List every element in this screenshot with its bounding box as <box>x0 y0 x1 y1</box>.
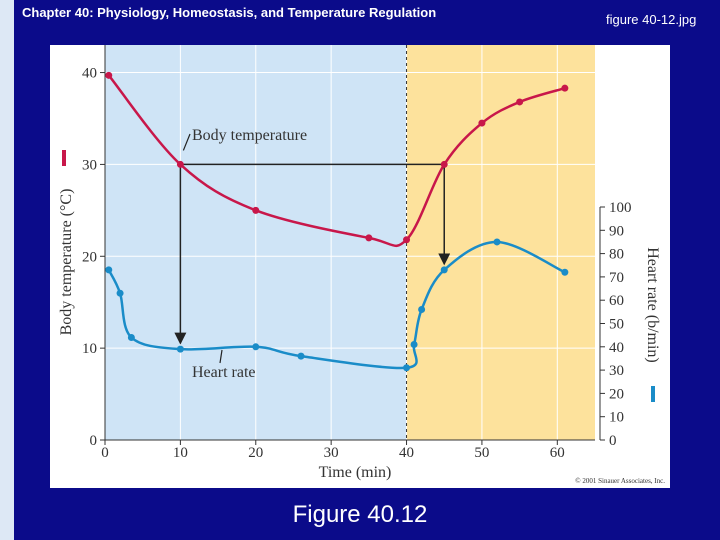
legend-key <box>651 386 655 402</box>
data-point <box>252 206 260 214</box>
y2-tick-label: 20 <box>609 386 624 402</box>
legend-key <box>62 150 66 166</box>
y2-tick-label: 40 <box>609 340 624 356</box>
x-tick-label: 0 <box>101 445 109 461</box>
data-point <box>297 352 305 360</box>
x-tick-label: 60 <box>550 445 565 461</box>
x-tick-label: 40 <box>399 445 414 461</box>
data-point <box>105 71 113 79</box>
data-point <box>418 306 426 314</box>
slide-title: Chapter 40: Physiology, Homeostasis, and… <box>22 5 436 20</box>
data-point <box>440 160 448 168</box>
y2-tick-label: 80 <box>609 247 624 263</box>
data-point <box>365 234 373 242</box>
y-tick-label: 20 <box>82 249 97 265</box>
x-tick-label: 20 <box>248 445 263 461</box>
data-point <box>403 236 411 244</box>
x-axis-label: Time (min) <box>319 464 392 481</box>
y2-tick-label: 60 <box>609 293 624 309</box>
data-point <box>176 160 184 168</box>
data-point <box>105 266 113 274</box>
y2-tick-label: 0 <box>609 433 617 449</box>
y-tick-label: 40 <box>82 66 97 82</box>
x-tick-label: 10 <box>173 445 188 461</box>
data-point <box>561 84 569 92</box>
y2-tick-label: 100 <box>609 200 632 216</box>
y2-tick-label: 70 <box>609 270 624 286</box>
y-tick-label: 30 <box>82 157 97 173</box>
y-tick-label: 0 <box>90 433 98 449</box>
data-point <box>478 119 486 127</box>
data-point <box>116 289 124 297</box>
y-axis-label: Body temperature (°C) <box>58 189 75 336</box>
y2-tick-label: 10 <box>609 410 624 426</box>
y2-axis-label: Heart rate (b/min) <box>644 247 661 363</box>
y2-tick-label: 30 <box>609 363 624 379</box>
annotation: Heart rate <box>192 364 256 381</box>
plot: 0 10 20 30 40 50 60 0 10 20 30 40 0 10 20 30 40 50 60 70 80 9… <box>58 45 661 481</box>
data-point <box>176 345 184 353</box>
y-tick-label: 10 <box>82 341 97 357</box>
x-tick-label: 50 <box>474 445 489 461</box>
annotation-pointer <box>182 133 191 151</box>
data-point <box>403 364 411 372</box>
data-point <box>127 333 135 341</box>
credit: © 2001 Sinauer Associates, Inc. <box>575 477 665 485</box>
file-name: figure 40-12.jpg <box>606 12 696 27</box>
y2-tick-label: 50 <box>609 317 624 333</box>
annotation-pointer <box>219 349 223 364</box>
data-point <box>440 266 448 274</box>
data-point <box>252 343 260 351</box>
data-point <box>493 238 501 246</box>
data-point <box>410 340 418 348</box>
x-tick-label: 30 <box>324 445 339 461</box>
data-point <box>561 268 569 276</box>
side-strip <box>0 0 14 540</box>
series-line <box>107 74 566 248</box>
y2-tick-label: 90 <box>609 223 624 239</box>
annotation: Body temperature <box>192 127 307 144</box>
caption: Figure 40.12 <box>293 501 428 528</box>
data-point <box>516 98 524 106</box>
